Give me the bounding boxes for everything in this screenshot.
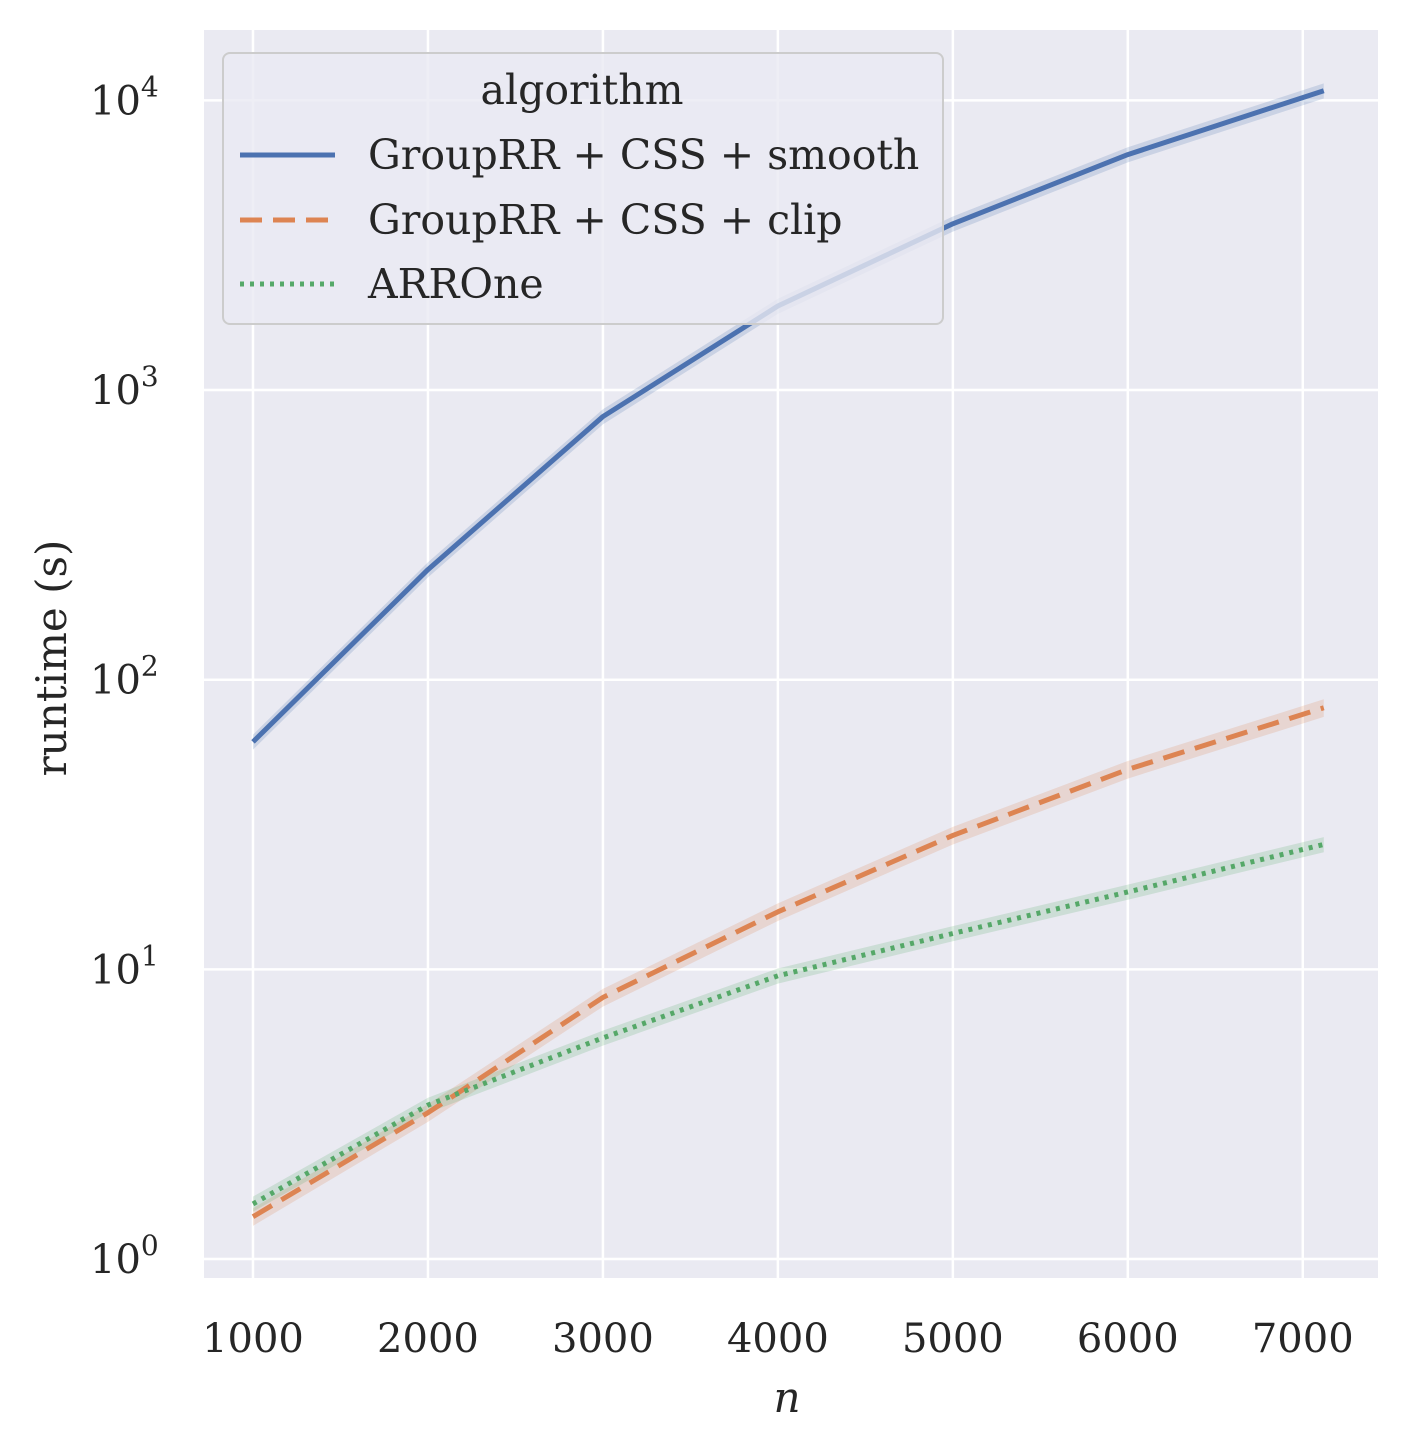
- legend: algorithm GroupRR + CSS + smooth GroupRR…: [222, 52, 944, 325]
- y-tick-label: 103: [90, 360, 159, 414]
- y-tick-labels: 100 101 102 103 104: [90, 70, 159, 1283]
- x-tick-label: 6000: [1077, 1316, 1179, 1362]
- x-tick-label: 4000: [727, 1316, 829, 1362]
- series-line-2: [251, 841, 1325, 1207]
- y-tick-label: 104: [90, 70, 159, 124]
- x-tick-labels: 1000 2000 3000 4000 5000 6000 7000: [202, 1316, 1354, 1362]
- x-axis-label: n: [773, 1373, 800, 1422]
- legend-label-smooth: GroupRR + CSS + smooth: [368, 131, 919, 179]
- y-tick-label: 100: [90, 1229, 159, 1283]
- y-axis-label: runtime (s): [27, 540, 76, 777]
- legend-label-arrone: ARROne: [367, 260, 544, 308]
- y-tick-label: 102: [90, 650, 159, 704]
- y-tick-label: 101: [90, 939, 159, 993]
- x-tick-label: 3000: [552, 1316, 654, 1362]
- legend-box: [222, 52, 944, 325]
- series-line-1: [251, 705, 1325, 1219]
- series-band-2: [252, 837, 1324, 1212]
- x-tick-label: 5000: [902, 1316, 1004, 1362]
- x-tick-label: 1000: [202, 1316, 304, 1362]
- x-tick-label: 7000: [1252, 1316, 1354, 1362]
- x-tick-label: 2000: [377, 1316, 479, 1362]
- confidence-bands: [252, 83, 1324, 1226]
- legend-label-clip: GroupRR + CSS + clip: [368, 196, 843, 244]
- legend-title: algorithm: [481, 66, 684, 114]
